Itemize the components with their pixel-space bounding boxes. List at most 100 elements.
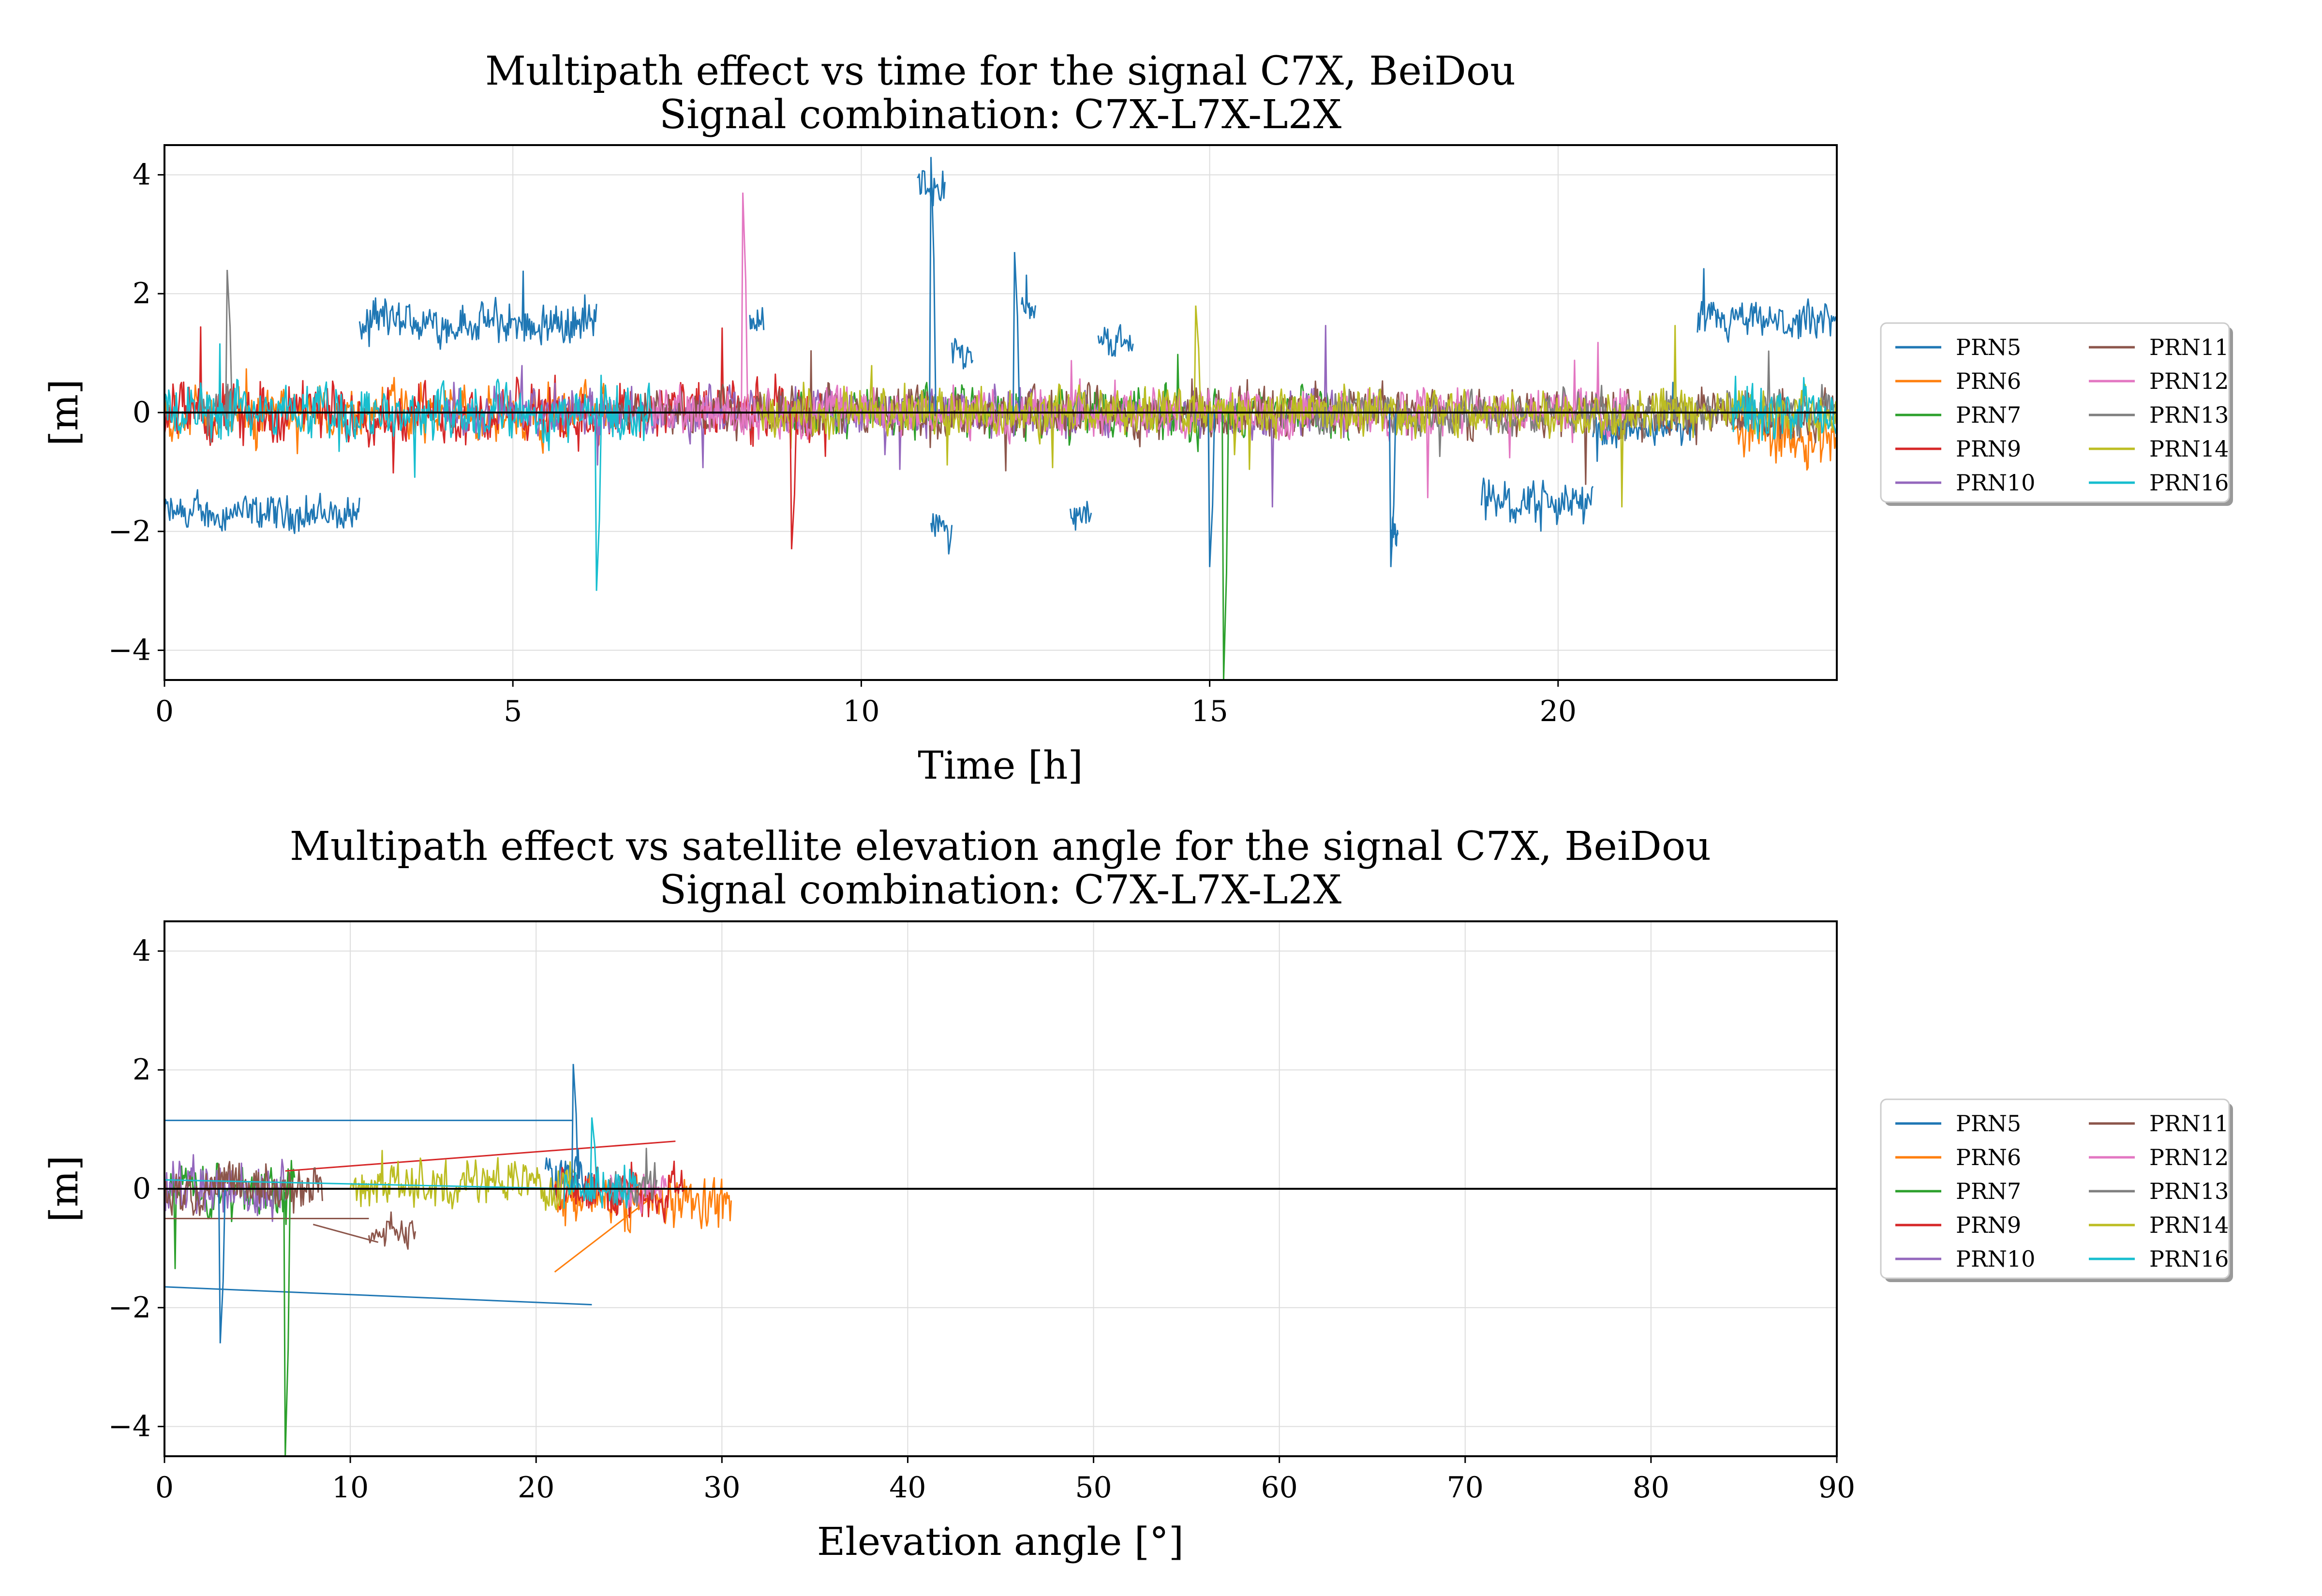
series-trace: [554, 1160, 685, 1223]
plot-area: [164, 1064, 732, 1457]
spike: [225, 269, 233, 413]
legend-label: PRN13: [2149, 402, 2229, 428]
x-ticks: 0 5 10 15 20: [155, 680, 1577, 728]
x-tick-label: 5: [504, 695, 522, 728]
legend-label: PRN6: [1956, 1144, 2021, 1170]
series-trace: [1097, 324, 1134, 357]
series-trace: [358, 270, 597, 350]
series-trace: [1070, 501, 1092, 531]
series-trace: [164, 326, 827, 474]
x-tick-label: 10: [843, 695, 879, 728]
spike: [929, 157, 937, 413]
x-tick-label: 10: [332, 1471, 369, 1505]
legend-label: PRN10: [1956, 470, 2035, 496]
series-trace: [1480, 477, 1594, 532]
y-tick-label: 2: [133, 277, 151, 310]
x-tick-label: 30: [703, 1471, 740, 1505]
series-trace: [756, 325, 1838, 508]
series-trace: [349, 1150, 574, 1211]
y-tick-label: 4: [133, 158, 151, 192]
legend: PRN5 PRN6 PRN7 PRN9 PRN10 PRN11 PRN12 PRN13 PRN1…: [1880, 1098, 2233, 1282]
spike: [590, 1117, 597, 1189]
legend-box: [1880, 322, 2230, 503]
plot-area: [164, 157, 1838, 680]
x-tick-label: 60: [1261, 1471, 1297, 1505]
legend-label: PRN7: [1956, 402, 2021, 428]
series-trace: [1697, 268, 1838, 343]
series-trace: [368, 1211, 416, 1250]
x-tick-label: 50: [1075, 1471, 1112, 1505]
legend-label: PRN9: [1956, 1212, 2021, 1238]
series-prn5: [164, 170, 1838, 555]
spike: [594, 412, 602, 591]
x-tick-label: 0: [155, 1471, 174, 1505]
series-connector: [164, 1179, 574, 1190]
spike: [571, 1064, 579, 1189]
chart-title: Multipath effect vs time for the signal …: [485, 48, 1516, 94]
series-prn9: [164, 326, 827, 474]
legend-label: PRN5: [1956, 1110, 2021, 1137]
legend-label: PRN5: [1956, 334, 2021, 360]
spike: [1012, 252, 1020, 413]
y-tick-label: −2: [108, 515, 151, 548]
y-axis-label: [m]: [42, 379, 87, 446]
series-connector: [285, 1140, 676, 1172]
y-tick-label: 2: [133, 1053, 151, 1087]
series-prn9: [285, 1140, 685, 1223]
chart-subtitle: Signal combination: C7X-L7X-L2X: [659, 92, 1341, 138]
chart-title: Multipath effect vs satellite elevation …: [290, 824, 1711, 870]
legend-label: PRN10: [1956, 1246, 2035, 1272]
x-tick-label: 90: [1818, 1471, 1855, 1505]
legend-label: PRN12: [2149, 1144, 2229, 1170]
series-trace: [164, 489, 360, 534]
legend-label: PRN11: [2149, 334, 2229, 360]
series-connector: [554, 1200, 648, 1273]
time-chart: Multipath effect vs time for the signal …: [42, 48, 2233, 788]
series-trace: [951, 338, 974, 369]
legend-label: PRN9: [1956, 436, 2021, 462]
legend-label: PRN11: [2149, 1110, 2229, 1137]
legend-label: PRN14: [2149, 436, 2229, 462]
spike: [218, 1188, 226, 1344]
y-tick-label: −4: [108, 1410, 151, 1444]
y-ticks: −4 −2 0 2 4: [108, 934, 164, 1444]
elevation-chart: Multipath effect vs satellite elevation …: [42, 824, 2233, 1564]
chart-subtitle: Signal combination: C7X-L7X-L2X: [659, 867, 1341, 913]
series-connector: [313, 1224, 379, 1243]
x-tick-label: 0: [155, 695, 174, 728]
spike: [283, 1188, 291, 1457]
x-tick-label: 15: [1191, 695, 1228, 728]
x-tick-label: 20: [1540, 695, 1577, 728]
spike: [1221, 412, 1229, 680]
series-trace: [749, 307, 765, 331]
series-prn14: [349, 1150, 574, 1211]
series-trace: [198, 384, 235, 443]
x-ticks: 0 10 20 30 40 50 60 70 80 90: [155, 1456, 1855, 1505]
series-trace: [1021, 274, 1036, 319]
legend-box: [1880, 1098, 2230, 1279]
spike: [789, 412, 797, 549]
y-ticks: −4 −2 0 2 4: [108, 158, 164, 667]
series-prn14: [756, 325, 1838, 508]
legend-label: PRN12: [2149, 368, 2229, 394]
legend-label: PRN16: [2149, 470, 2229, 496]
x-tick-label: 70: [1447, 1471, 1484, 1505]
x-tick-label: 20: [518, 1471, 554, 1505]
x-axis-label: Time [h]: [918, 743, 1083, 788]
series-connector: [164, 1286, 592, 1306]
y-tick-label: −4: [108, 634, 151, 667]
spike: [1388, 412, 1397, 567]
legend: PRN5 PRN6 PRN7 PRN9 PRN10 PRN11 PRN12 PRN13 PRN1…: [1880, 322, 2233, 506]
series-trace: [164, 343, 653, 478]
x-tick-label: 80: [1633, 1471, 1669, 1505]
legend-label: PRN14: [2149, 1212, 2229, 1238]
series-prn16: [164, 1165, 639, 1209]
y-tick-label: 4: [133, 934, 151, 968]
x-axis-label: Elevation angle [°]: [817, 1519, 1184, 1564]
spike: [1193, 305, 1202, 413]
series-trace: [930, 513, 953, 555]
y-tick-label: 0: [133, 1172, 151, 1206]
spike: [741, 192, 749, 413]
series-trace: [563, 1165, 639, 1209]
